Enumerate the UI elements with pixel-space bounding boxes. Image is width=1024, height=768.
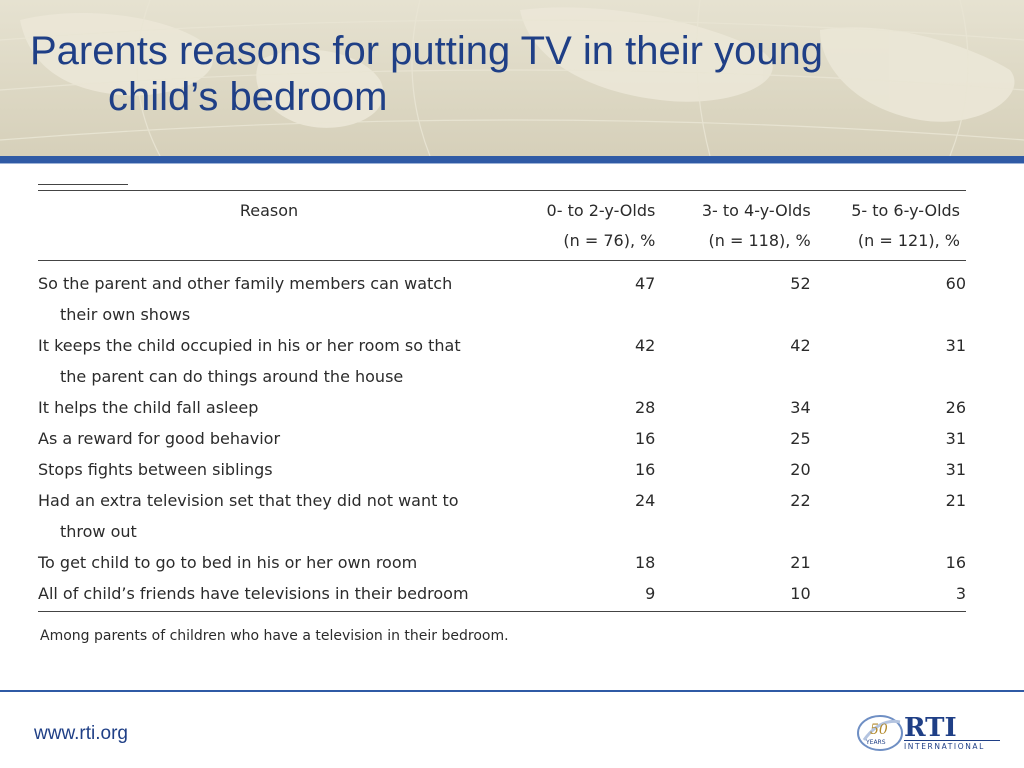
value-age-5-6: 31	[945, 336, 966, 355]
value-age-5-6: 26	[945, 398, 966, 417]
slide-title: Parents reasons for putting TV in their …	[30, 28, 990, 120]
value-age-5-6: 3	[810, 578, 966, 612]
header-divider	[0, 156, 1024, 163]
value-age-5-6: 31	[945, 460, 966, 479]
logo-years-word: YEARS	[865, 739, 886, 746]
reason-cell: Stops fights between siblings	[38, 460, 273, 479]
world-map-background	[0, 0, 1024, 156]
reason-cell: To get child to go to bed in his or her …	[38, 553, 418, 572]
header-age-0-2: 0- to 2-y-Olds (n = 76), %	[500, 192, 656, 261]
logo-years-number: 50	[870, 722, 888, 738]
table-row: It keeps the child occupied in his or he…	[38, 330, 966, 392]
reason-cell: So the parent and other family members c…	[38, 274, 453, 324]
value-age-0-2: 16	[634, 460, 656, 479]
value-age-0-2: 18	[634, 553, 656, 572]
value-age-3-4: 25	[790, 429, 811, 448]
rti-international-logo: 50 YEARS RTI INTERNATIONAL	[857, 713, 1000, 751]
logo-subtitle: INTERNATIONAL	[904, 742, 985, 751]
header-reason: Reason	[38, 192, 500, 261]
value-age-0-2: 24	[634, 491, 656, 510]
reason-cell: All of child’s friends have televisions …	[38, 578, 500, 612]
table-top-rule	[38, 190, 966, 191]
slide-header: Parents reasons for putting TV in their …	[0, 0, 1024, 156]
value-age-0-2: 42	[634, 336, 656, 355]
value-age-3-4: 52	[790, 274, 811, 293]
reason-cell: Had an extra television set that they di…	[38, 491, 459, 541]
reason-cell: It keeps the child occupied in his or he…	[38, 336, 461, 386]
table-row: Stops fights between siblings 16 20 31	[38, 454, 966, 485]
footer-divider	[0, 690, 1024, 692]
slide-title-line-1: Parents reasons for putting TV in their …	[30, 29, 824, 73]
value-age-0-2: 9	[500, 578, 656, 612]
table-row: All of child’s friends have televisions …	[38, 578, 966, 612]
logo-name: RTI	[904, 713, 957, 743]
value-age-3-4: 20	[790, 460, 811, 479]
value-age-3-4: 10	[655, 578, 811, 612]
header-age-5-6: 5- to 6-y-Olds (n = 121), %	[810, 192, 966, 261]
value-age-3-4: 42	[790, 336, 811, 355]
header-divider-thin	[0, 163, 1024, 164]
value-age-3-4: 21	[790, 553, 811, 572]
table-footnote: Among parents of children who have a tel…	[40, 628, 509, 644]
value-age-5-6: 16	[945, 553, 966, 572]
table-row: To get child to go to bed in his or her …	[38, 547, 966, 578]
reason-cell: As a reward for good behavior	[38, 429, 281, 448]
value-age-0-2: 28	[634, 398, 656, 417]
reason-cell: It helps the child fall asleep	[38, 398, 259, 417]
slide-title-line-2: child’s bedroom	[108, 75, 388, 119]
table-header-row: Reason 0- to 2-y-Olds (n = 76), % 3- to 4…	[38, 192, 966, 261]
footer-website-link[interactable]: www.rti.org	[34, 723, 128, 744]
table-row: It helps the child fall asleep 28 34 26	[38, 392, 966, 423]
value-age-5-6: 21	[945, 491, 966, 510]
table-short-rule	[38, 184, 128, 185]
table-row: As a reward for good behavior 16 25 31	[38, 423, 966, 454]
value-age-3-4: 34	[790, 398, 811, 417]
table-row: Had an extra television set that they di…	[38, 485, 966, 547]
value-age-3-4: 22	[790, 491, 811, 510]
value-age-0-2: 47	[634, 274, 656, 293]
reasons-table: Reason 0- to 2-y-Olds (n = 76), % 3- to 4…	[38, 192, 966, 612]
table-row: So the parent and other family members c…	[38, 261, 966, 331]
value-age-5-6: 31	[945, 429, 966, 448]
value-age-0-2: 16	[634, 429, 656, 448]
header-age-3-4: 3- to 4-y-Olds (n = 118), %	[655, 192, 811, 261]
value-age-5-6: 60	[945, 274, 966, 293]
